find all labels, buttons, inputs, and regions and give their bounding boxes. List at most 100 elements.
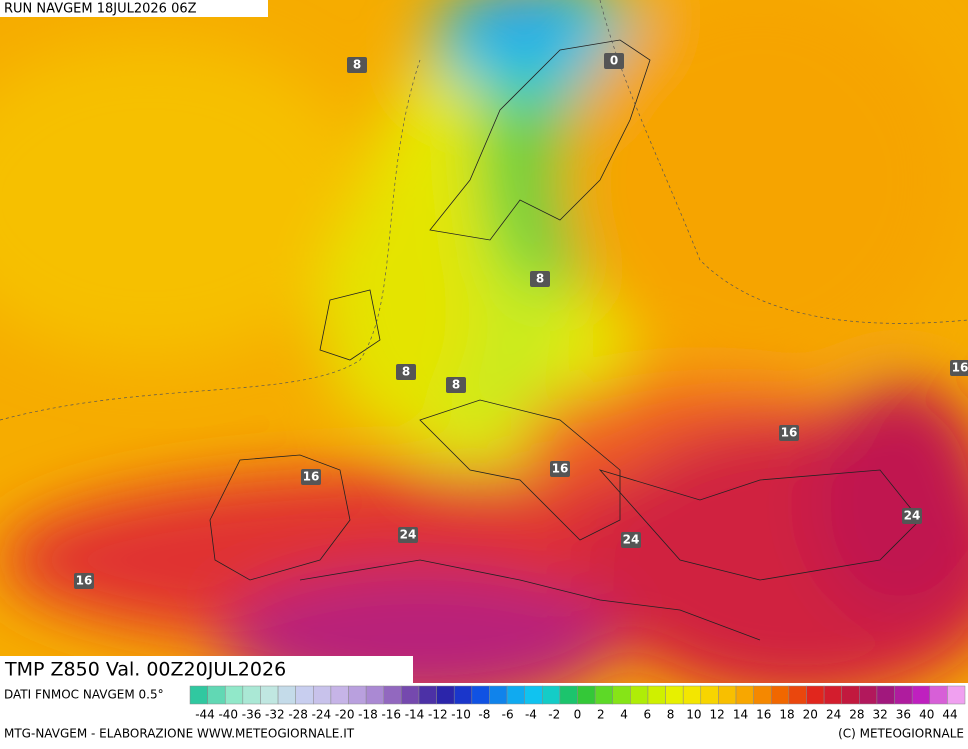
- scale-label: 40: [919, 708, 934, 722]
- isotherms: [0, 0, 968, 421]
- color-swatch: [489, 685, 508, 705]
- color-swatch: [348, 685, 367, 705]
- scale-label: -18: [358, 708, 378, 722]
- color-swatch: [647, 685, 666, 705]
- map-title: TMP Z850 Val. 00Z20JUL2026: [4, 659, 286, 681]
- color-swatch: [700, 685, 719, 705]
- color-swatch: [207, 685, 226, 705]
- scale-label: 10: [686, 708, 701, 722]
- color-swatch: [929, 685, 948, 705]
- color-swatch: [242, 685, 261, 705]
- scale-label: -16: [381, 708, 401, 722]
- contour-label: 8: [353, 58, 361, 72]
- color-swatch: [401, 685, 420, 705]
- contour-label: 8: [452, 378, 460, 392]
- scale-label: -44: [195, 708, 215, 722]
- color-swatch: [594, 685, 613, 705]
- contour-label: 16: [781, 426, 798, 440]
- color-swatch: [823, 685, 842, 705]
- scale-label: -6: [502, 708, 514, 722]
- color-swatch: [788, 685, 807, 705]
- color-swatch: [718, 685, 737, 705]
- scale-label: 0: [574, 708, 582, 722]
- color-swatch: [365, 685, 384, 705]
- color-swatch: [189, 685, 208, 705]
- color-swatch: [577, 685, 596, 705]
- color-swatch: [224, 685, 244, 705]
- color-swatch: [330, 685, 349, 705]
- scale-label: -12: [428, 708, 448, 722]
- contour-label: 8: [402, 365, 410, 379]
- contour-label: 16: [303, 470, 320, 484]
- scale-label: 4: [620, 708, 628, 722]
- contour-label: 24: [400, 528, 417, 542]
- title-box: [0, 656, 413, 683]
- color-swatch: [911, 685, 931, 705]
- contour-label-box: [604, 53, 624, 69]
- contour-label-box: [446, 377, 466, 393]
- color-swatch: [894, 685, 913, 705]
- color-swatch: [453, 685, 473, 705]
- scale-label: -14: [405, 708, 425, 722]
- scale-label: -4: [525, 708, 537, 722]
- contour-label: 24: [623, 533, 640, 547]
- color-swatch: [841, 685, 860, 705]
- scale-label: 6: [644, 708, 652, 722]
- color-swatch: [665, 685, 684, 705]
- color-swatch: [753, 685, 772, 705]
- color-swatch: [682, 685, 702, 705]
- scale-label: -24: [312, 708, 332, 722]
- footer-right: (C) METEOGIORNALE: [838, 727, 964, 741]
- color-swatch: [506, 685, 525, 705]
- color-swatch: [542, 685, 561, 705]
- source-label: DATI FNMOC NAVGEM 0.5°: [4, 688, 164, 702]
- color-swatch: [436, 685, 455, 705]
- color-swatch: [735, 685, 754, 705]
- color-swatch: [630, 685, 649, 705]
- color-swatch: [295, 685, 314, 705]
- scale-label: -28: [288, 708, 308, 722]
- scale-label: 36: [896, 708, 911, 722]
- contour-label-box: [396, 364, 416, 380]
- scale-label: -2: [548, 708, 560, 722]
- contour-label-box: [74, 573, 94, 589]
- contour-label: 16: [76, 574, 93, 588]
- temperature-map: [0, 0, 968, 683]
- contour-label-box: [398, 527, 418, 543]
- run-box: [0, 0, 268, 17]
- contour-label: 16: [952, 361, 968, 375]
- contour-label-box: [530, 271, 550, 287]
- color-swatch: [277, 685, 296, 705]
- scale-label: 20: [803, 708, 818, 722]
- contour-label-box: [779, 425, 799, 441]
- color-swatch: [418, 685, 437, 705]
- color-swatch: [313, 685, 332, 705]
- contour-label: 24: [904, 509, 921, 523]
- scale-label: 12: [710, 708, 725, 722]
- scale-label: -32: [265, 708, 285, 722]
- contour-label-box: [301, 469, 321, 485]
- scale-label: 16: [756, 708, 771, 722]
- contour-label: 8: [536, 272, 544, 286]
- contour-label-box: [950, 360, 968, 376]
- run-label: RUN NAVGEM 18JUL2026 06Z: [4, 2, 197, 17]
- scale-label: 2: [597, 708, 605, 722]
- scale-label: 32: [873, 708, 888, 722]
- color-swatch: [806, 685, 825, 705]
- scale-label: 8: [667, 708, 675, 722]
- color-swatch: [947, 685, 966, 705]
- contour-label-box: [902, 508, 922, 524]
- color-swatch: [859, 685, 878, 705]
- scale-label: 28: [849, 708, 864, 722]
- color-swatch: [524, 685, 543, 705]
- color-swatch: [471, 685, 490, 705]
- scale-label: 14: [733, 708, 748, 722]
- color-swatch: [383, 685, 402, 705]
- scale-label: -40: [218, 708, 238, 722]
- scale-label: 24: [826, 708, 841, 722]
- color-swatch: [771, 685, 790, 705]
- contour-label: 16: [552, 462, 569, 476]
- contour-label-box: [347, 57, 367, 73]
- scale-label: -36: [242, 708, 262, 722]
